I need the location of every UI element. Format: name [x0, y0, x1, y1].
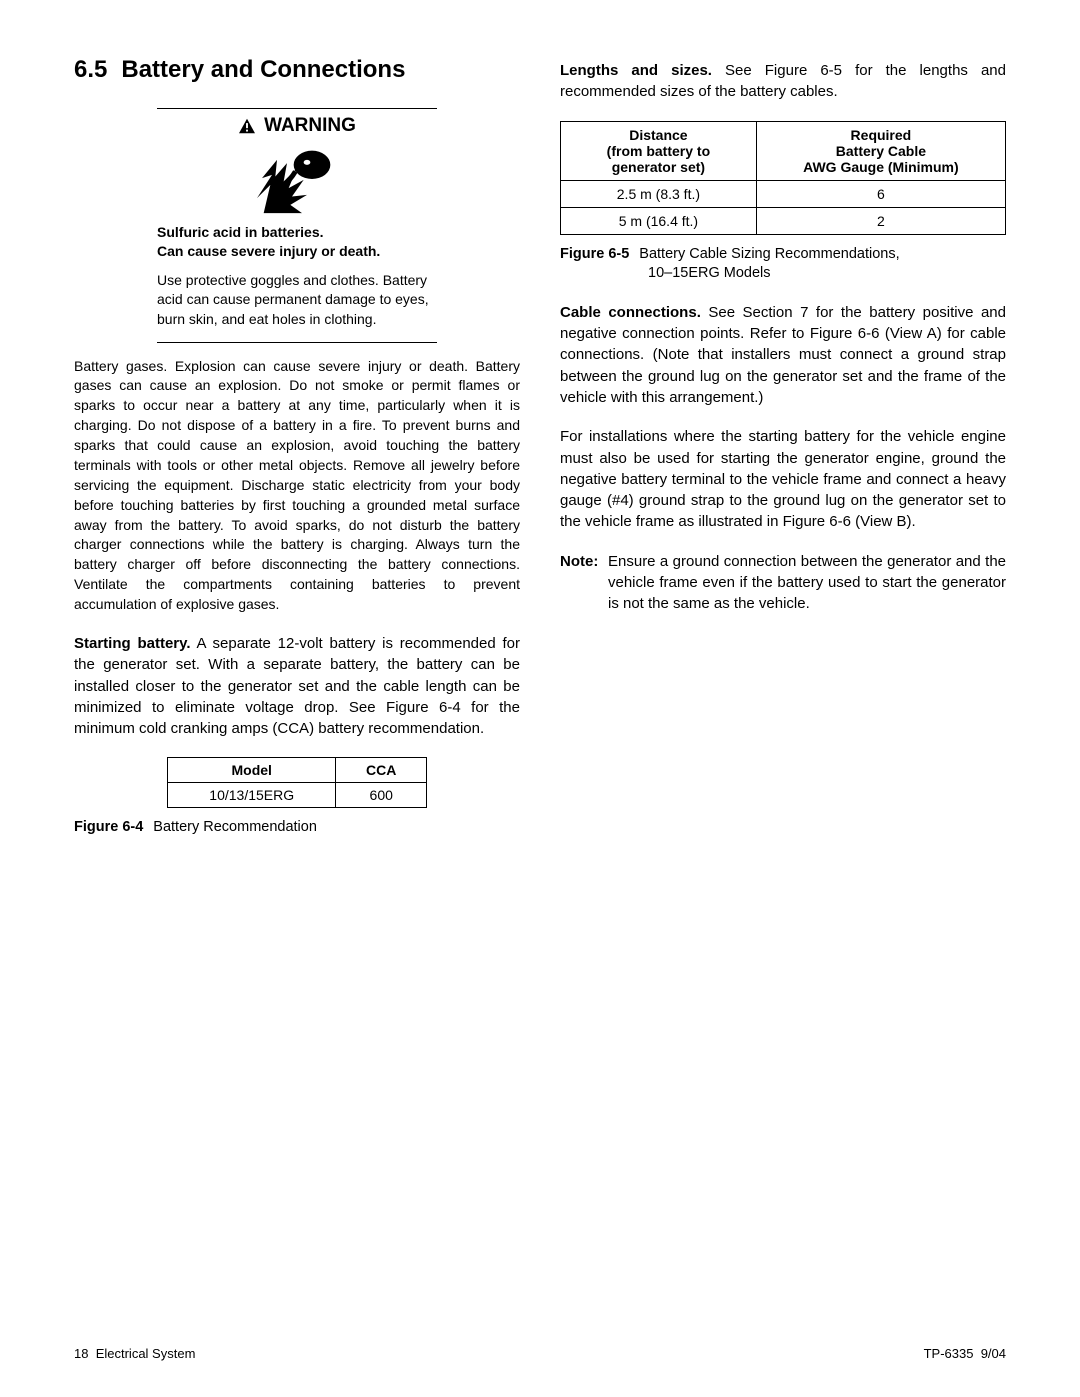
cca-cell-value: 600 — [336, 783, 427, 808]
cca-header-model: Model — [168, 758, 336, 783]
h1l3: generator set) — [612, 159, 705, 175]
note-paragraph: Note: Ensure a ground connection between… — [560, 551, 1006, 615]
section-number: 6.5 — [74, 56, 107, 84]
cable-header-distance: Distance (from battery to generator set) — [561, 121, 757, 180]
fig65-text: Battery Cable Sizing Recommendations, — [639, 246, 899, 262]
figure-6-5-caption: Figure 6-5 Battery Cable Sizing Recommend… — [560, 245, 1006, 284]
battery-gases-paragraph: Battery gases. Explosion can cause sever… — [74, 357, 520, 615]
two-column-layout: 6.5 Battery and Connections WARNING — [74, 56, 1006, 856]
note-body: Ensure a ground connection between the g… — [608, 551, 1006, 615]
section-heading: 6.5 Battery and Connections — [74, 56, 520, 84]
cable-cell: 2 — [756, 207, 1005, 234]
footer-page-number: 18 — [74, 1346, 88, 1361]
figure-6-4-caption: Figure 6-4 Battery Recommendation — [74, 818, 520, 838]
starting-run-in: Starting battery. — [74, 635, 191, 652]
fig65-text2: 10–15ERG Models — [560, 264, 1006, 284]
lengths-sizes-paragraph: Lengths and sizes. See Figure 6-5 for th… — [560, 60, 1006, 103]
cable-cell: 5 m (16.4 ft.) — [561, 207, 757, 234]
h2l3: AWG Gauge (Minimum) — [803, 159, 959, 175]
cable-cell: 2.5 m (8.3 ft.) — [561, 180, 757, 207]
cca-table: Model CCA 10/13/15ERG 600 — [167, 757, 427, 808]
cable-connections-paragraph: Cable connections. See Section 7 for the… — [560, 302, 1006, 408]
fig64-label: Figure 6-4 — [74, 819, 143, 835]
starting-battery-paragraph: Starting battery. A separate 12-volt bat… — [74, 633, 520, 739]
left-column: 6.5 Battery and Connections WARNING — [74, 56, 520, 856]
h2l2: Battery Cable — [836, 143, 926, 159]
footer-right: TP-6335 9/04 — [924, 1346, 1006, 1361]
fig64-text: Battery Recommendation — [153, 819, 317, 835]
note-label: Note: — [560, 551, 608, 615]
footer-section-name: Electrical System — [96, 1346, 196, 1361]
right-column: Lengths and sizes. See Figure 6-5 for th… — [560, 56, 1006, 856]
table-row: 10/13/15ERG 600 — [168, 783, 427, 808]
cable-sizing-table: Distance (from battery to generator set)… — [560, 121, 1006, 235]
cca-cell-model: 10/13/15ERG — [168, 783, 336, 808]
warning-block: WARNING Sulfuric acid in batteries. Can … — [157, 108, 437, 343]
cableconn-run-in: Cable connections. — [560, 304, 701, 321]
h1l1: Distance — [629, 127, 687, 143]
cable-cell: 6 — [756, 180, 1005, 207]
warning-triangle-icon — [238, 118, 256, 134]
h2l1: Required — [851, 127, 912, 143]
warning-bold-text: Sulfuric acid in batteries. Can cause se… — [157, 223, 437, 261]
section-title: Battery and Connections — [121, 56, 405, 83]
h1l2: (from battery to — [607, 143, 710, 159]
warning-bold-line2: Can cause severe injury or death. — [157, 243, 380, 259]
gases-body: Battery gases can cause an explosion. Do… — [74, 358, 520, 613]
table-row: Model CCA — [168, 758, 427, 783]
fig65-label: Figure 6-5 — [560, 246, 629, 262]
footer-doc-id: TP-6335 — [924, 1346, 974, 1361]
table-row: 5 m (16.4 ft.) 2 — [561, 207, 1006, 234]
warning-bold-line1: Sulfuric acid in batteries. — [157, 224, 324, 240]
explosion-icon — [247, 143, 347, 215]
warning-title-row: WARNING — [157, 115, 437, 137]
table-row: 2.5 m (8.3 ft.) 6 — [561, 180, 1006, 207]
table-row: Distance (from battery to generator set)… — [561, 121, 1006, 180]
warning-body-text: Use protective goggles and clothes. Batt… — [157, 271, 437, 330]
page-footer: 18 Electrical System TP-6335 9/04 — [74, 1346, 1006, 1361]
footer-date: 9/04 — [981, 1346, 1006, 1361]
footer-left: 18 Electrical System — [74, 1346, 195, 1361]
cable-header-gauge: Required Battery Cable AWG Gauge (Minimu… — [756, 121, 1005, 180]
gases-run-in: Battery gases. Explosion can cause sever… — [74, 358, 468, 374]
lengths-run-in: Lengths and sizes. — [560, 62, 712, 79]
installations-paragraph: For installations where the starting bat… — [560, 426, 1006, 532]
warning-label: WARNING — [264, 115, 356, 137]
page: 6.5 Battery and Connections WARNING — [0, 0, 1080, 1397]
cca-header-cca: CCA — [336, 758, 427, 783]
